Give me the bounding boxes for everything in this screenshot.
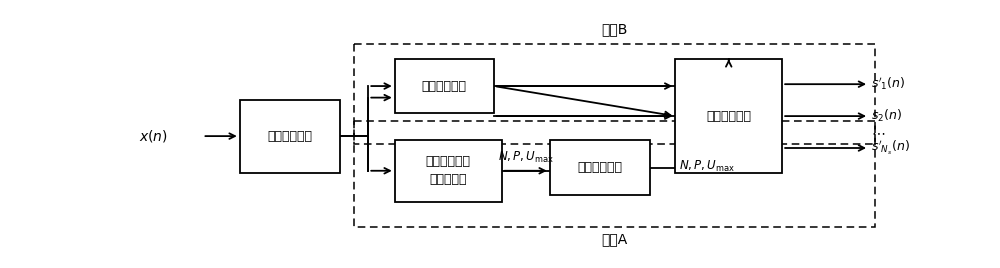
Bar (675, 59, 782, 173)
Text: $s'_{N_s}(n)$: $s'_{N_s}(n)$ (871, 139, 910, 157)
Text: 通道B: 通道B (602, 22, 628, 36)
Bar (550, 140, 650, 195)
Text: 资源配置单元: 资源配置单元 (578, 161, 623, 174)
Bar (354, 121, 875, 227)
Bar (354, 44, 875, 144)
Text: $\cdots$: $\cdots$ (871, 125, 886, 139)
Text: $x(n)$: $x(n)$ (139, 128, 168, 144)
Text: $s_2(n)$: $s_2(n)$ (871, 108, 902, 124)
Text: $s'_1(n)$: $s'_1(n)$ (871, 76, 906, 92)
Text: 通道A: 通道A (602, 232, 628, 246)
Text: 信号存储单元: 信号存储单元 (422, 80, 467, 92)
Text: $N,P,U_{\rm max}$: $N,P,U_{\rm max}$ (679, 159, 735, 174)
Bar (395, 140, 502, 202)
Text: 信号分路单元: 信号分路单元 (268, 130, 313, 143)
Text: 信号检测及参
数测量单元: 信号检测及参 数测量单元 (426, 155, 471, 186)
Bar (395, 59, 494, 113)
Text: $N,P,U_{\rm max}$: $N,P,U_{\rm max}$ (498, 150, 554, 165)
Bar (240, 100, 340, 173)
Text: 信号分离单元: 信号分离单元 (706, 110, 751, 122)
